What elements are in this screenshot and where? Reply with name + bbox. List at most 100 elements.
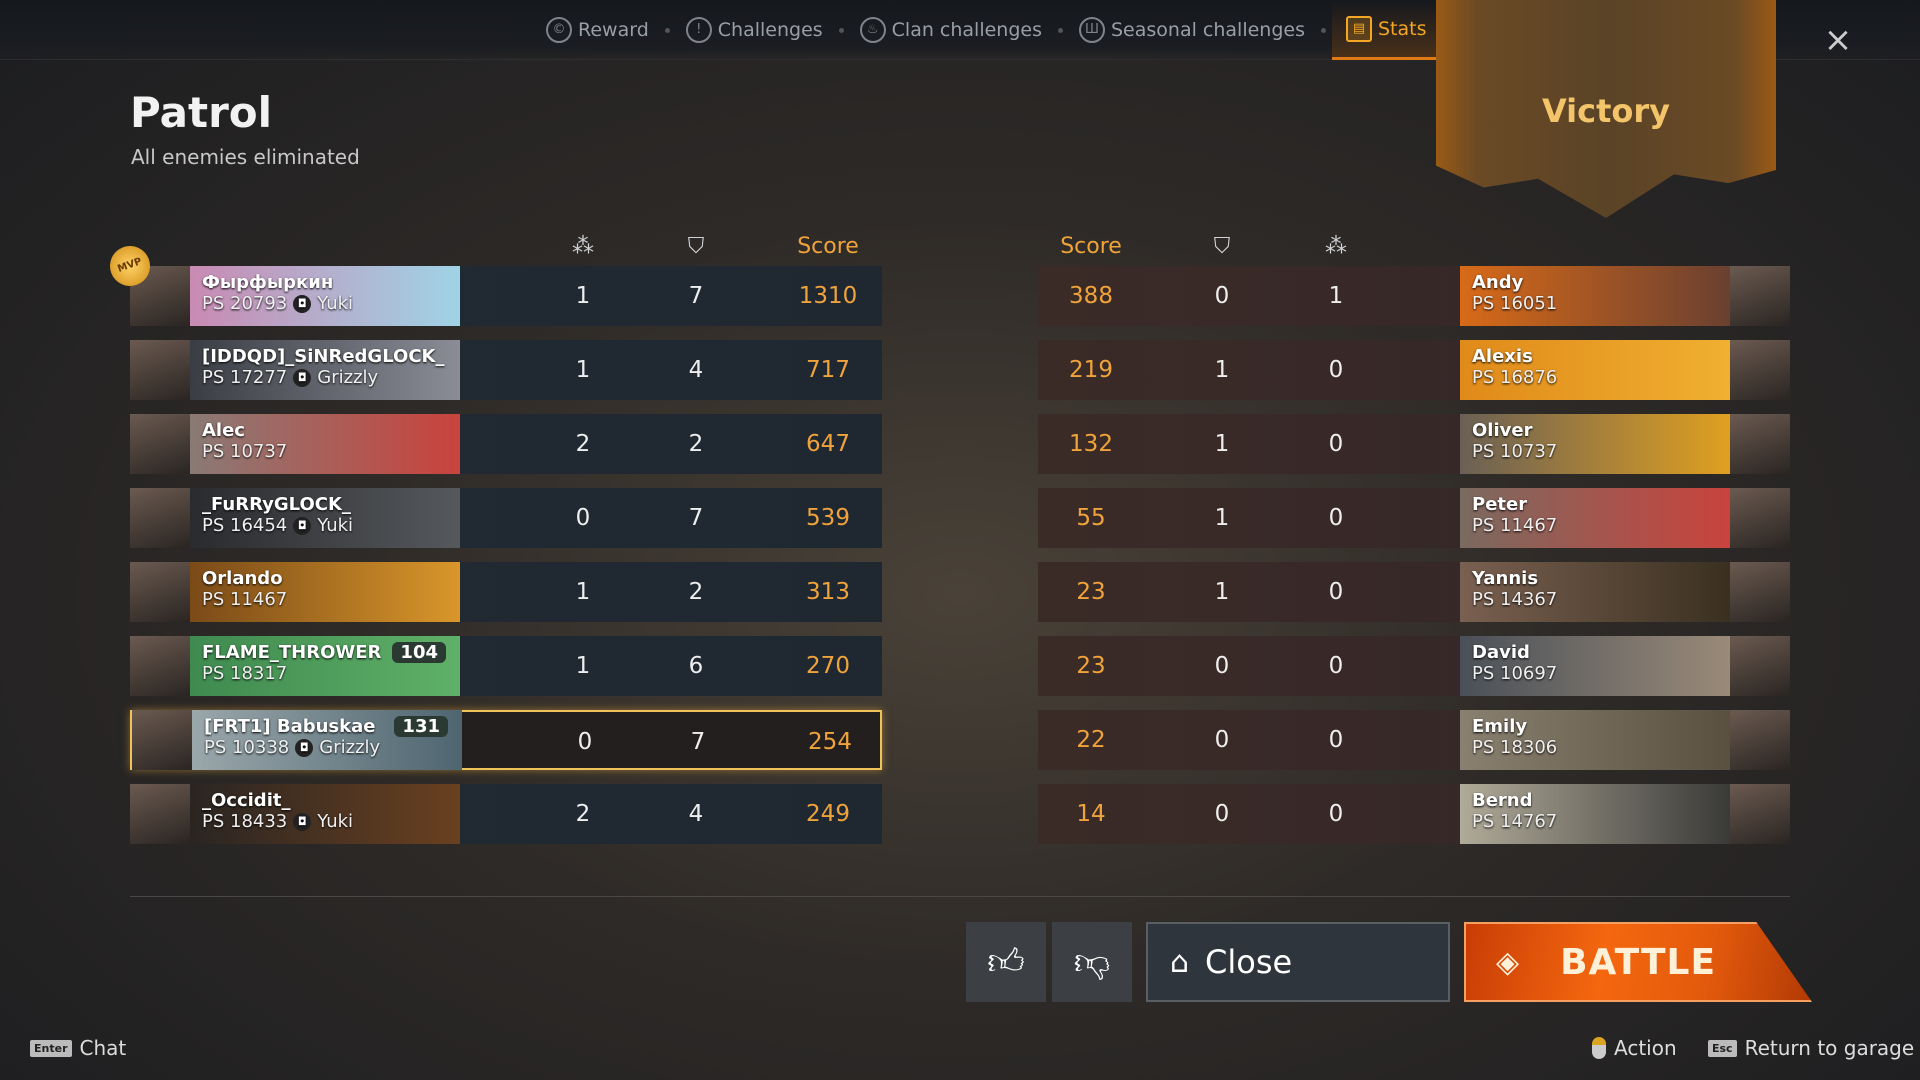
esc-key-icon: Esc — [1708, 1039, 1737, 1057]
shield-value: 1 — [1214, 357, 1230, 383]
return-hint[interactable]: Esc Return to garage — [1708, 1036, 1914, 1060]
action-hint: Action — [1592, 1036, 1677, 1060]
tab-challenges[interactable]: ! Challenges — [676, 0, 833, 60]
enemy-row[interactable]: 23 1 0 Yannis PS 14367 — [1038, 562, 1790, 622]
avatar — [1730, 636, 1790, 696]
enter-key-icon: Enter — [30, 1039, 72, 1057]
player-name: Alexis — [1472, 346, 1533, 367]
power-score: PS 10737 — [202, 441, 288, 462]
avatar — [130, 414, 190, 474]
close-button[interactable]: ⌂ Close — [1146, 922, 1450, 1002]
battle-label: BATTLE — [1560, 941, 1717, 983]
avatar — [1730, 488, 1790, 548]
shield-icon: ⛉ — [1213, 234, 1231, 259]
kills-value: 1 — [575, 579, 591, 605]
ally-row[interactable]: _FuRRyGLOCK_ PS 16454 ◘ Yuki 0 7 539 — [130, 488, 882, 548]
player-name: Andy — [1472, 272, 1524, 293]
enemy-row[interactable]: 388 0 1 Andy PS 16051 — [1038, 266, 1790, 326]
stats-icon: ▤ — [1346, 15, 1372, 42]
tab-seasonal-challenges[interactable]: Ш Seasonal challenges — [1069, 0, 1315, 60]
player-name: Alec — [202, 420, 245, 441]
chat-hint[interactable]: Enter Chat — [30, 1036, 126, 1060]
avatar — [1730, 710, 1790, 770]
battle-button[interactable]: ◈ BATTLE — [1464, 922, 1812, 1002]
score-value: 14 — [1076, 801, 1106, 827]
enemy-row[interactable]: 14 0 0 Bernd PS 14767 — [1038, 784, 1790, 844]
avatar — [130, 636, 190, 696]
enemy-row[interactable]: 55 1 0 Peter PS 11467 — [1038, 488, 1790, 548]
enemy-row[interactable]: 23 0 0 David PS 10697 — [1038, 636, 1790, 696]
avatar — [130, 562, 190, 622]
player-name: [IDDQD]_SiNRedGLOCK_ — [202, 346, 445, 367]
score-header-right: Score — [1060, 234, 1122, 259]
clan-icon: ◘ — [293, 812, 312, 831]
player-name: David — [1472, 642, 1530, 663]
kills-value: 0 — [577, 729, 593, 755]
result-label: Victory — [1541, 92, 1671, 130]
ally-row[interactable]: Фырфыркин PS 20793 ◘ Yuki 1 7 1310 — [130, 266, 882, 326]
player-banner: Bernd PS 14767 — [1460, 784, 1730, 844]
garage-icon: ⌂ — [1170, 944, 1190, 980]
score-value: 270 — [806, 653, 850, 679]
clan-name: Yuki — [317, 515, 354, 536]
close-icon[interactable]: × — [1823, 20, 1853, 60]
tab-stats[interactable]: ▤ Stats — [1332, 0, 1441, 60]
avatar — [132, 710, 192, 770]
ally-row[interactable]: FLAME_THROWER PS 18317 104 1 6 270 — [130, 636, 882, 696]
ally-row[interactable]: [FRT1] Babuskae PS 10338 ◘ Grizzly 131 0 7… — [130, 710, 882, 770]
power-score: PS 18306 — [1472, 737, 1558, 758]
player-banner: _Occidit_ PS 18433 ◘ Yuki — [190, 784, 460, 844]
clan-icon: ◘ — [295, 738, 314, 757]
tab-reward[interactable]: © Reward — [536, 0, 659, 60]
thumbs-down-icon: 👎︎ — [1073, 942, 1111, 983]
clan-challenges-icon: ♨ — [859, 17, 886, 43]
power-score: PS 16454 — [202, 515, 288, 536]
clan-icon: ◘ — [293, 516, 312, 535]
level-badge: 131 — [394, 716, 448, 737]
player-name: [FRT1] Babuskae — [204, 716, 376, 737]
player-banner: FLAME_THROWER PS 18317 104 — [190, 636, 460, 696]
shield-value: 1 — [1214, 579, 1230, 605]
ally-row[interactable]: [IDDQD]_SiNRedGLOCK_ PS 17277 ◘ Grizzly 1 … — [130, 340, 882, 400]
player-banner: [IDDQD]_SiNRedGLOCK_ PS 17277 ◘ Grizzly — [190, 340, 460, 400]
clan-name: Yuki — [317, 811, 354, 832]
page-title: Patrol — [130, 88, 273, 137]
score-value: 22 — [1076, 727, 1106, 753]
kills-icon: ⁂ — [572, 234, 594, 259]
power-score: PS 16876 — [1472, 367, 1558, 388]
enemy-row[interactable]: 22 0 0 Emily PS 18306 — [1038, 710, 1790, 770]
player-banner: David PS 10697 — [1460, 636, 1730, 696]
ally-row[interactable]: Alec PS 10737 2 2 647 — [130, 414, 882, 474]
score-value: 219 — [1069, 357, 1113, 383]
kills-value: 1 — [575, 357, 591, 383]
player-banner: Andy PS 16051 — [1460, 266, 1730, 326]
shield-value: 0 — [1214, 283, 1230, 309]
power-score: PS 18317 — [202, 663, 288, 684]
score-value: 55 — [1076, 505, 1106, 531]
chat-label: Chat — [79, 1036, 127, 1060]
kills-value: 0 — [1328, 801, 1344, 827]
avatar — [1730, 340, 1790, 400]
enemy-row[interactable]: 219 1 0 Alexis PS 16876 — [1038, 340, 1790, 400]
shield-value: 6 — [688, 653, 704, 679]
player-banner: Фырфыркин PS 20793 ◘ Yuki — [190, 266, 460, 326]
dislike-button[interactable]: 👎︎ — [1052, 922, 1132, 1002]
ally-row[interactable]: Orlando PS 11467 1 2 313 — [130, 562, 882, 622]
power-score: PS 10737 — [1472, 441, 1558, 462]
avatar — [1730, 784, 1790, 844]
player-banner: Alexis PS 16876 — [1460, 340, 1730, 400]
ally-row[interactable]: _Occidit_ PS 18433 ◘ Yuki 2 4 249 — [130, 784, 882, 844]
power-score: PS 11467 — [1472, 515, 1558, 536]
return-label: Return to garage — [1744, 1036, 1915, 1060]
kills-value: 1 — [575, 283, 591, 309]
like-button[interactable]: 👍︎ — [966, 922, 1046, 1002]
player-name: FLAME_THROWER — [202, 642, 382, 663]
tab-label: Reward — [578, 19, 649, 41]
score-value: 23 — [1076, 653, 1106, 679]
enemy-row[interactable]: 132 1 0 Oliver PS 10737 — [1038, 414, 1790, 474]
tab-label: Stats — [1378, 17, 1427, 40]
kills-value: 0 — [1328, 579, 1344, 605]
tab-clan-challenges[interactable]: ♨ Clan challenges — [850, 0, 1052, 60]
player-name: _Occidit_ — [202, 790, 291, 811]
power-score: PS 18433 — [202, 811, 288, 832]
